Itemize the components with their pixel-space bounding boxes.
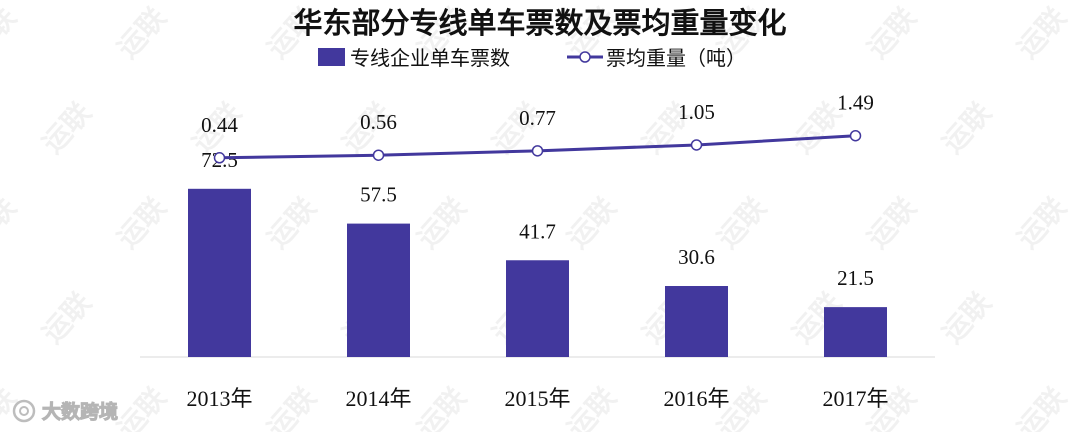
line-value-label-2014: 0.56: [360, 110, 397, 134]
watermark-text: 运联: [1011, 191, 1073, 255]
bar-2015: [506, 260, 569, 357]
line-point-2016: [690, 139, 703, 151]
watermark-text: 运联: [261, 381, 323, 432]
watermark-text: 运联: [411, 191, 473, 255]
bar-value-label-2014: 57.5: [360, 183, 397, 207]
watermark-text: 运联: [861, 1, 923, 65]
watermark-text: 运联: [36, 96, 98, 160]
bar-series: 72.557.541.730.621.5: [188, 148, 887, 357]
watermark-text: 运联: [711, 191, 773, 255]
x-tick-label-2017: 2017年: [822, 386, 888, 411]
bar-2017: [824, 307, 887, 357]
watermark-text: 运联: [261, 191, 323, 255]
line-point-2014: [372, 149, 385, 161]
legend-marker-circle: [579, 51, 591, 63]
line-value-label-2015: 0.77: [519, 106, 556, 130]
line-point-2017: [849, 129, 862, 142]
brand-logo-icon: [12, 399, 36, 423]
legend-label-bar: 专线企业单车票数: [350, 47, 510, 70]
bar-value-label-2016: 30.6: [678, 245, 715, 269]
legend-label-line: 票均重量（吨）: [606, 47, 746, 70]
watermark-text: 运联: [36, 286, 98, 350]
x-tick-label-2016: 2016年: [663, 386, 729, 411]
bar-2014: [347, 223, 410, 357]
watermark-text: 运联: [0, 191, 23, 255]
legend: 专线企业单车票数 票均重量（吨）: [318, 47, 746, 70]
watermark-text: 运联: [411, 381, 473, 432]
chart-title: 华东部分专线单车票数及票均重量变化: [293, 6, 786, 40]
x-tick-label-2014: 2014年: [345, 386, 411, 411]
watermark-text: 运联: [561, 191, 623, 255]
line-point-2013: [213, 152, 226, 164]
watermark-text: 运联: [0, 381, 23, 432]
bar-value-label-2017: 21.5: [837, 266, 874, 290]
legend-swatch-bar: [318, 48, 345, 66]
bar-value-label-2015: 41.7: [519, 219, 556, 243]
x-axis-ticks: 2013年 2014年 2015年 2016年 2017年: [186, 386, 888, 411]
brand-logo: 大数跨境: [12, 399, 119, 424]
watermark-text: 运联: [0, 1, 23, 65]
watermark-text: 运联: [1011, 1, 1073, 65]
line-point-2015: [531, 145, 544, 157]
watermark-text: 运联: [936, 96, 998, 160]
brand-logo-text: 大数跨境: [42, 400, 118, 423]
brand-logo-icon-inner: [19, 406, 29, 416]
x-tick-label-2013: 2013年: [186, 386, 252, 411]
watermark-text: 运联: [111, 191, 173, 255]
line-series: 0.44 0.56 0.77 1.05 1.49: [201, 91, 874, 164]
line-value-label-2013: 0.44: [201, 113, 238, 137]
line-value-label-2016: 1.05: [678, 100, 715, 124]
watermark-text: 运联: [1011, 381, 1073, 432]
watermark-text: 运联: [861, 191, 923, 255]
x-tick-label-2015: 2015年: [504, 386, 570, 411]
bar-2013: [188, 188, 251, 357]
watermark-text: 运联: [111, 1, 173, 65]
bar-2016: [665, 286, 728, 357]
watermark-text: 运联: [936, 286, 998, 350]
watermark-text: 运联: [111, 381, 173, 432]
line-value-label-2017: 1.49: [837, 91, 874, 115]
